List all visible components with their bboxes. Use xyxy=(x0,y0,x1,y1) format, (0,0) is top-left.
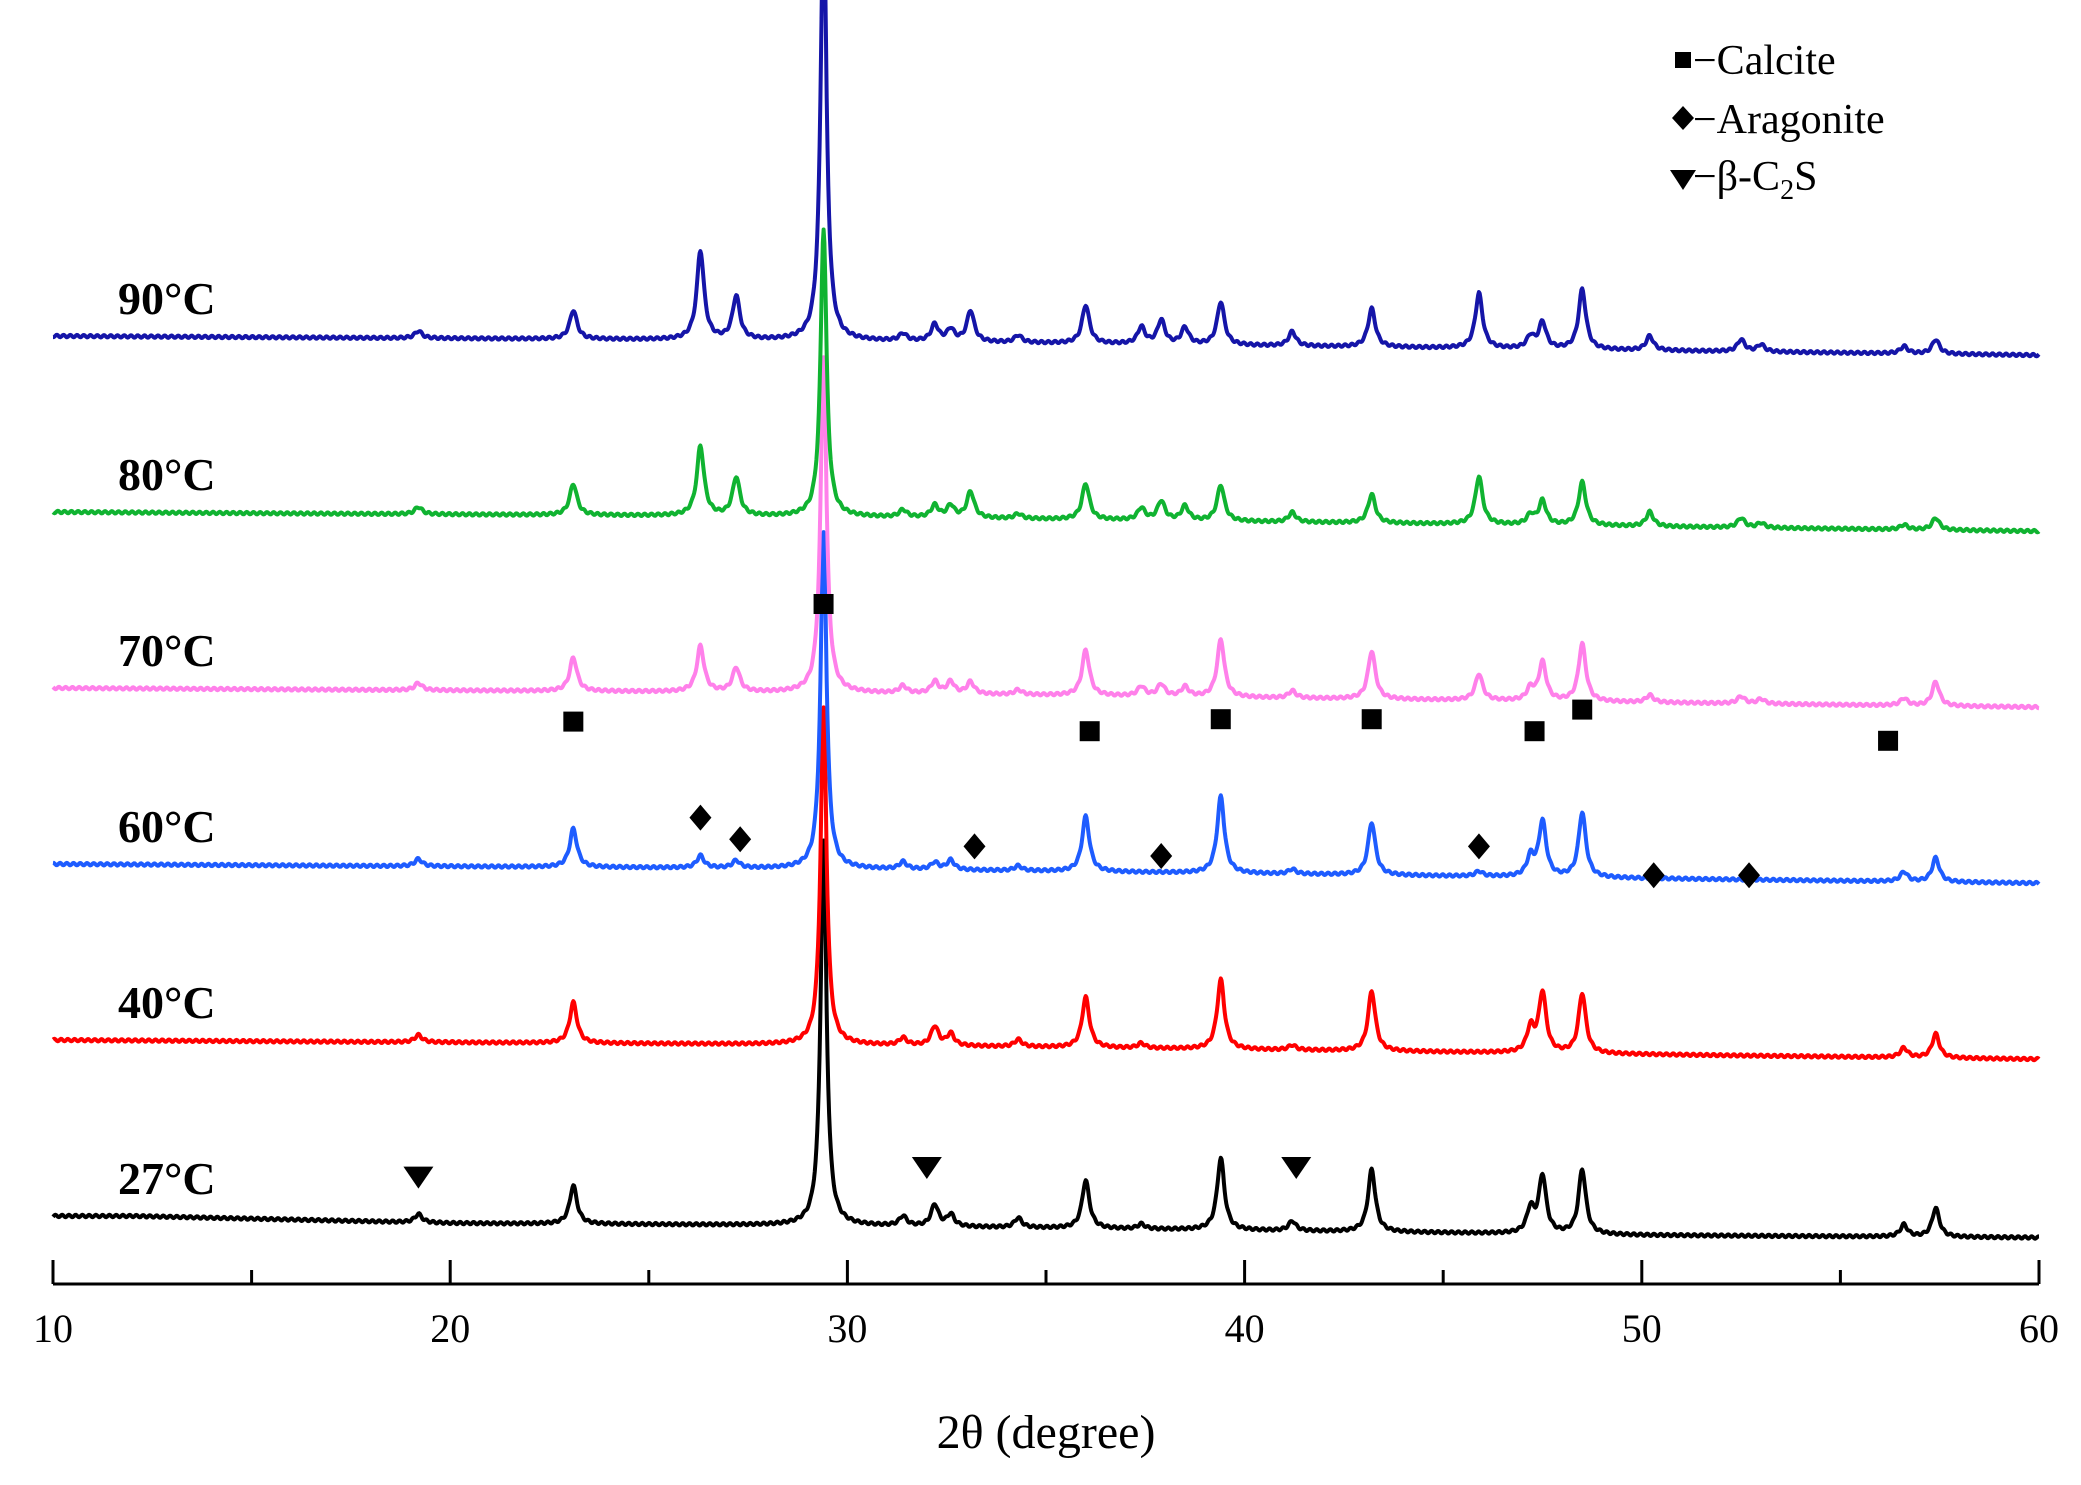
legend-item-calcite: −Calcite xyxy=(1675,38,1836,84)
diamond-peak-marker-13 xyxy=(1642,862,1665,889)
x-tick-label-50: 50 xyxy=(1622,1306,1662,1351)
diamond-peak-marker-9 xyxy=(729,826,752,853)
legend-label-beta-c2s-main: −β-C xyxy=(1693,154,1780,200)
diamond-icon xyxy=(1672,106,1694,130)
temp-label-70c: 70°C xyxy=(118,625,216,676)
diamond-peak-marker-8 xyxy=(689,804,712,831)
x-tick-label-30: 30 xyxy=(827,1306,867,1351)
square-peak-marker-6 xyxy=(1572,699,1593,720)
series-line-80c xyxy=(51,227,2041,535)
peak-marker-layer xyxy=(403,594,1899,1189)
temp-label-27c: 27°C xyxy=(118,1153,216,1204)
square-peak-marker-0 xyxy=(813,594,834,614)
temp-label-90c: 90°C xyxy=(118,273,216,324)
diamond-peak-marker-12 xyxy=(1467,833,1490,860)
series-line-60c xyxy=(51,530,2041,887)
series-line-40c xyxy=(51,705,2041,1063)
legend: −Calcite −Aragonite −β-C2S xyxy=(1670,38,1885,206)
x-tick-label-60: 60 xyxy=(2019,1306,2059,1351)
square-peak-marker-4 xyxy=(1361,709,1382,730)
square-peak-marker-7 xyxy=(1878,730,1899,751)
legend-label-beta-c2s: −β-C2S xyxy=(1693,154,1817,206)
x-tick-label-40: 40 xyxy=(1225,1306,1265,1351)
diamond-peak-marker-10 xyxy=(963,833,986,860)
square-peak-marker-1 xyxy=(563,711,584,732)
x-tick-label-10: 10 xyxy=(33,1306,73,1351)
temp-label-80c: 80°C xyxy=(118,449,216,500)
x-axis-ticks: 10 20 30 40 50 60 xyxy=(33,1260,2059,1351)
series-line-90c xyxy=(51,0,2041,359)
legend-item-aragonite: −Aragonite xyxy=(1672,97,1885,143)
legend-label-beta-c2s-subscript: 2 xyxy=(1780,175,1794,206)
triangle-down-icon xyxy=(1670,170,1696,190)
x-tick-label-20: 20 xyxy=(430,1306,470,1351)
legend-label-calcite: −Calcite xyxy=(1693,38,1836,84)
square-peak-marker-3 xyxy=(1210,709,1231,730)
square-peak-marker-5 xyxy=(1524,721,1545,742)
legend-item-beta-c2s: −β-C2S xyxy=(1670,154,1817,206)
series-line-27c xyxy=(51,838,2041,1241)
legend-label-beta-c2s-suffix: S xyxy=(1794,154,1817,200)
x-axis-title: 2θ (degree) xyxy=(937,1406,1156,1459)
triangle-down-peak-marker-17 xyxy=(1281,1157,1312,1179)
temperature-labels: 27°C 40°C 60°C 70°C 80°C 90°C xyxy=(118,273,216,1204)
temp-label-40c: 40°C xyxy=(118,977,216,1028)
legend-label-aragonite: −Aragonite xyxy=(1693,97,1885,143)
series-line-70c xyxy=(51,355,2041,711)
triangle-down-peak-marker-15 xyxy=(403,1166,434,1189)
series-layer xyxy=(51,0,2041,1241)
diamond-peak-marker-11 xyxy=(1150,843,1173,869)
triangle-down-peak-marker-16 xyxy=(911,1157,942,1179)
diamond-peak-marker-14 xyxy=(1738,862,1761,889)
square-icon xyxy=(1675,52,1691,68)
temp-label-60c: 60°C xyxy=(118,801,216,852)
square-peak-marker-2 xyxy=(1079,721,1100,742)
